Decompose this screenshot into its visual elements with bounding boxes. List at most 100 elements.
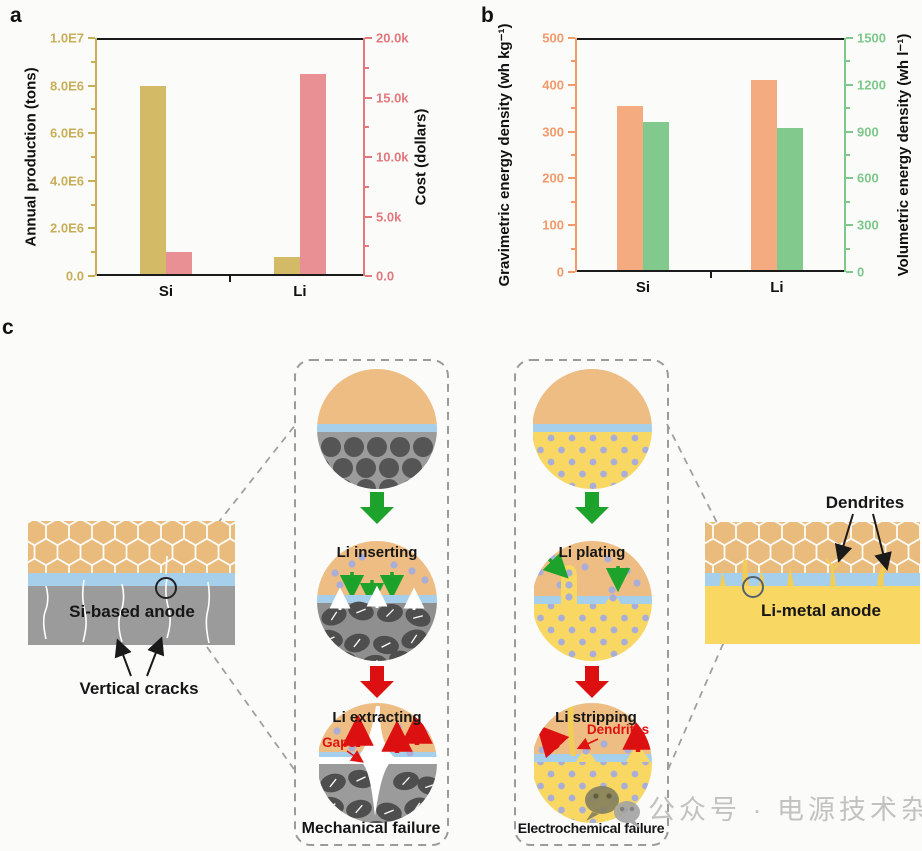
axis-top	[575, 38, 846, 40]
minor-tick-mark	[846, 107, 850, 110]
tick-label-a-15.0k: 15.0k	[376, 90, 409, 105]
li-plating-arrows	[542, 552, 631, 593]
tick-label-a-6.0E6: 6.0E6	[50, 125, 84, 141]
axis-bottom	[575, 270, 846, 272]
watermark: 公众号 · 电源技术杂志	[585, 786, 922, 829]
bar-a-Li-1	[299, 73, 326, 276]
bottom-center-tick	[709, 272, 712, 278]
tick-label-b-0: 0	[857, 264, 865, 280]
minor-tick-mark	[571, 247, 575, 250]
category-label-Li: Li	[770, 279, 784, 296]
magnify-connector-lines	[176, 423, 747, 773]
magnify-circle-marker-li	[742, 576, 764, 598]
tick-label-b-500: 500	[542, 30, 564, 46]
watermark-text: 公众号 · 电源技术杂志	[648, 795, 922, 825]
axis-bottom	[95, 274, 365, 276]
axis-right	[363, 38, 365, 276]
minor-tick-mark	[91, 251, 95, 254]
tick-mark	[88, 179, 95, 182]
bar-a-Li-0	[273, 256, 300, 276]
tick-mark	[568, 177, 575, 180]
tick-mark	[88, 227, 95, 230]
tick-mark	[568, 83, 575, 86]
si-anode-label: Si-based anode	[69, 602, 195, 621]
minor-tick-mark	[846, 200, 850, 203]
axis-top	[95, 38, 365, 40]
li-extract-arrows	[342, 712, 433, 753]
gaps-label: Gaps	[322, 735, 356, 750]
residual-dendrite-spike	[567, 704, 576, 756]
tick-label-a-4.0E6: 4.0E6	[50, 173, 84, 189]
minor-tick-mark	[846, 60, 850, 63]
green-down-arrow-elec	[575, 492, 609, 524]
bar-a-Si-1	[166, 252, 192, 276]
minor-tick-mark	[571, 154, 575, 156]
electrochemical-failure-box	[514, 359, 669, 846]
tick-mark	[846, 130, 853, 133]
tick-mark	[365, 37, 372, 39]
vertical-cracks	[42, 555, 211, 644]
minor-tick-mark	[365, 245, 369, 248]
tick-label-a-8.0E6: 8.0E6	[50, 78, 84, 94]
tick-label-b-300: 300	[857, 217, 879, 233]
minor-tick-mark	[91, 203, 95, 206]
axis-right	[844, 38, 846, 272]
vertical-cracks-label: Vertical cracks	[79, 679, 198, 698]
tick-label-b-900: 900	[857, 124, 879, 140]
dendrite-mound	[602, 596, 624, 612]
li-sei-layer	[705, 573, 920, 586]
green-down-arrow-mech	[360, 492, 394, 524]
circle-pristine-li	[533, 369, 652, 489]
bar-b-Li-1	[776, 127, 803, 272]
li-dendrite-spikes	[720, 559, 888, 586]
minor-tick-mark	[846, 247, 850, 250]
dendrites-pointer-arrow-red	[576, 737, 599, 750]
li-extracting-label: Li extracting	[332, 709, 421, 726]
mechanical-failure-box	[294, 359, 449, 846]
li-ions	[331, 553, 429, 589]
tick-mark	[88, 84, 95, 87]
tick-mark	[88, 37, 95, 39]
mechanical-column: Li inserting Li extracting Gaps Mechanic…	[302, 369, 441, 837]
tick-mark	[846, 224, 853, 227]
axis-left	[575, 38, 577, 272]
tick-label-a-0.0: 0.0	[376, 268, 395, 284]
tick-mark	[88, 132, 95, 135]
tick-label-b-1500: 1500	[857, 30, 886, 46]
minor-tick-mark	[365, 66, 369, 69]
tick-mark	[568, 130, 575, 133]
li-stripping-label: Li stripping	[555, 709, 637, 726]
tick-label-b-400: 400	[542, 77, 564, 93]
li-plating-label: Li plating	[559, 544, 626, 561]
tick-mark	[365, 275, 372, 277]
li-bump-2	[626, 749, 650, 762]
si-sei-layer	[28, 573, 235, 586]
si-separator-hex-pattern	[28, 521, 235, 573]
si-anode-block	[28, 586, 235, 645]
dendrites-pointer-arrows	[834, 513, 892, 571]
li-separator-hex-pattern	[705, 522, 920, 573]
tick-label-a-1.0E7: 1.0E7	[50, 30, 84, 46]
minor-tick-mark	[365, 185, 369, 188]
tick-mark	[846, 271, 853, 273]
category-label-Si: Si	[158, 283, 174, 300]
panel-b-label: b	[481, 4, 494, 27]
tick-label-b-1200: 1200	[857, 77, 886, 93]
tick-mark	[365, 215, 372, 218]
tick-mark	[846, 83, 853, 86]
minor-tick-mark	[571, 60, 575, 63]
minor-tick-mark	[91, 156, 95, 158]
bar-b-Si-0	[617, 105, 644, 272]
mechanical-failure-caption: Mechanical failure	[302, 820, 441, 837]
tick-label-a-20.0k: 20.0k	[376, 30, 409, 46]
tick-mark	[568, 271, 575, 273]
dendrites-red-label: Dendrites	[587, 722, 649, 737]
li-anode-diagram: Li-metal anode Dendrites	[705, 493, 920, 644]
bar-a-Si-0	[140, 85, 166, 276]
tick-label-a-0.0: 0.0	[65, 268, 84, 284]
tick-label-b-100: 100	[542, 217, 564, 233]
stress-arrows	[329, 585, 425, 610]
li-bump-1	[576, 752, 596, 762]
bar-b-Si-1	[643, 122, 670, 272]
